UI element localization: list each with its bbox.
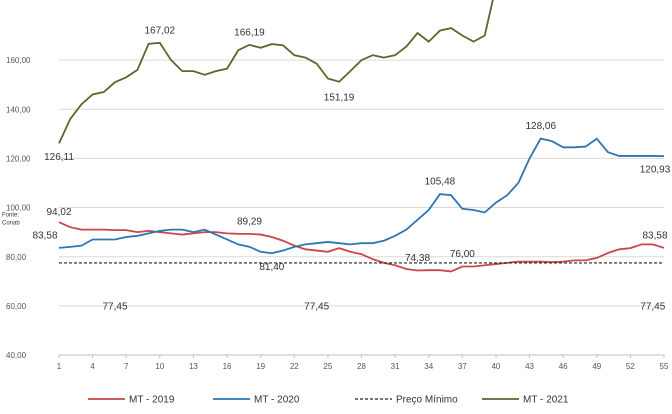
y-tick-label: 160,00 [6, 56, 31, 65]
y-tick-label: 140,00 [6, 105, 31, 114]
data-label: 77,45 [304, 302, 329, 313]
x-tick-label: 25 [323, 362, 332, 371]
y-tick-label: 40,00 [6, 351, 27, 360]
data-label: 74,38 [405, 253, 430, 264]
x-tick-label: 19 [256, 362, 265, 371]
data-label: 120,93 [640, 165, 671, 176]
x-tick-label: 46 [559, 362, 568, 371]
y-tick-label: 80,00 [6, 253, 27, 262]
x-tick-label: 28 [357, 362, 366, 371]
x-tick-label: 34 [424, 362, 433, 371]
y-tick-label: 120,00 [6, 154, 31, 163]
data-label: 83,58 [32, 231, 57, 242]
data-label: 77,45 [103, 302, 128, 313]
data-label: 166,19 [234, 27, 265, 38]
data-label: 81,40 [259, 262, 284, 273]
data-label: 77,45 [640, 302, 665, 313]
legend-label: Preço Mínimo [396, 395, 458, 406]
x-tick-label: 13 [189, 362, 198, 371]
series-line [58, 0, 494, 144]
x-tick-label: 37 [458, 362, 467, 371]
data-label: 94,02 [46, 207, 71, 218]
legend-label: MT - 2021 [523, 395, 569, 406]
x-tick-label: 49 [592, 362, 601, 371]
source-label: Fonte: [2, 213, 19, 219]
data-label: 126,11 [44, 152, 74, 163]
data-label: 128,06 [525, 121, 556, 132]
series-line [58, 221, 665, 273]
data-label: 167,02 [145, 25, 176, 36]
x-tick-label: 22 [290, 362, 299, 371]
x-tick-label: 10 [155, 362, 164, 371]
series-line [58, 137, 665, 255]
data-label: 76,00 [450, 249, 475, 260]
legend-label: MT - 2019 [129, 395, 175, 406]
x-tick-label: 1 [57, 362, 62, 371]
data-label: 151,19 [324, 92, 355, 103]
data-label: 83,58 [642, 231, 667, 242]
y-tick-label: 60,00 [6, 302, 27, 311]
data-label: 105,48 [425, 177, 456, 188]
x-tick-label: 4 [90, 362, 95, 371]
source-label: Conab [2, 221, 20, 227]
x-tick-label: 55 [660, 362, 669, 371]
x-tick-label: 31 [391, 362, 400, 371]
data-label: 89,29 [237, 216, 262, 227]
x-tick-label: 52 [626, 362, 635, 371]
x-tick-label: 40 [491, 362, 500, 371]
y-tick-label: 100,00 [6, 204, 31, 213]
x-tick-label: 43 [525, 362, 534, 371]
x-tick-label: 16 [223, 362, 232, 371]
legend-label: MT - 2020 [254, 395, 300, 406]
x-tick-label: 7 [124, 362, 129, 371]
